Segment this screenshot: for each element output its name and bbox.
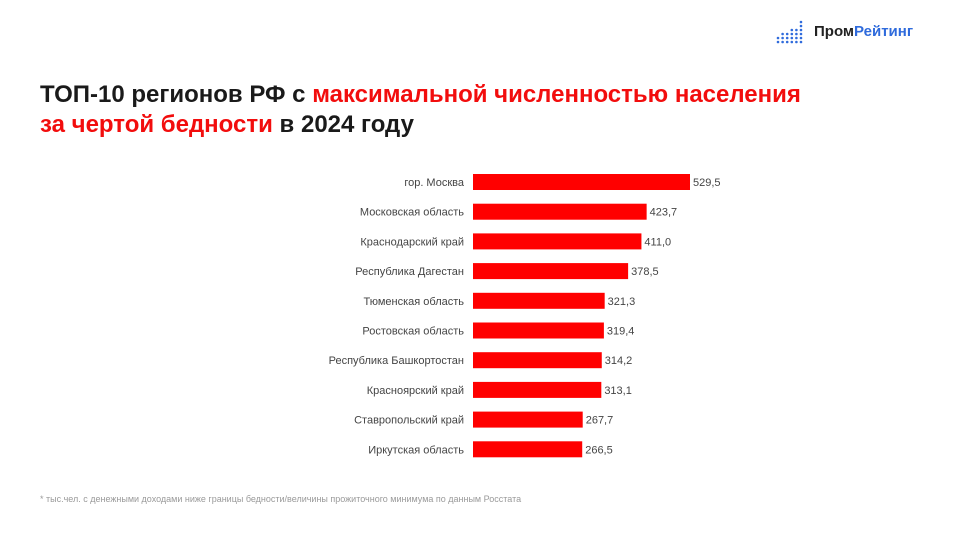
bar [473, 203, 647, 220]
value-label: 314,2 [605, 355, 633, 367]
title-part-2: в 2024 году [272, 111, 414, 138]
title-highlight-2: за чертой бедности [40, 111, 273, 138]
logo-dot [795, 40, 798, 44]
category-label: Московская область [360, 207, 464, 219]
logo-dot [776, 36, 780, 40]
bar [473, 441, 583, 458]
bar [473, 322, 604, 339]
value-label: 378,5 [631, 266, 659, 278]
value-label: 529,5 [693, 177, 721, 189]
category-label: Республика Дагестан [355, 266, 464, 278]
value-label: 267,7 [586, 415, 614, 427]
value-label: 321,3 [608, 296, 636, 308]
value-label: 411,0 [644, 236, 671, 248]
logo-dot [790, 36, 794, 40]
bar-dots-icon [776, 20, 803, 44]
bar-chart: гор. Москва 529,5 Московская область 423,7 К… [329, 174, 721, 458]
logo-dot [776, 40, 780, 44]
logo-dot [785, 40, 789, 44]
category-label: Ставропольский край [354, 415, 464, 427]
logo-dot [795, 32, 798, 36]
logo-dot [781, 32, 784, 36]
logo-dot [799, 40, 803, 44]
category-label: гор. Москва [404, 177, 465, 189]
bar [473, 352, 602, 369]
logo-dot [785, 36, 789, 40]
bar [473, 381, 602, 398]
value-label: 313,1 [604, 385, 632, 397]
logo-dot [799, 24, 803, 28]
logo-dot [795, 36, 798, 40]
category-label: Иркутская область [368, 444, 464, 456]
bar [473, 411, 583, 428]
value-label: 319,4 [607, 326, 635, 338]
logo-text-2: Рейтинг [854, 22, 914, 40]
bar [473, 263, 629, 280]
logo-dot [781, 40, 784, 44]
bar [473, 292, 605, 309]
logo-dot [790, 32, 794, 36]
logo-dot [799, 28, 803, 32]
value-label: 266,5 [585, 444, 613, 456]
logo-dot [781, 36, 784, 40]
category-label: Ростовская область [362, 326, 464, 338]
bar [473, 233, 642, 250]
page-title: ТОП-10 регионов РФ с максимальной числен… [40, 80, 801, 140]
logo-dot [799, 32, 803, 36]
logo-dot [785, 32, 789, 36]
category-label: Краснодарский край [360, 236, 464, 248]
title-highlight-1: максимальной численностью населения [312, 81, 801, 108]
category-label: Тюменская область [363, 296, 464, 308]
logo-dot [790, 40, 794, 44]
logo-dot [790, 28, 794, 32]
category-label: Республика Башкортостан [329, 355, 464, 367]
logo: ПромРейтинг [776, 18, 913, 44]
category-label: Красноярский край [367, 385, 464, 397]
logo-dot [799, 36, 803, 40]
logo-dot [795, 28, 798, 32]
value-label: 423,7 [650, 207, 678, 219]
logo-text-1: Пром [814, 22, 855, 40]
bar [473, 174, 690, 190]
title-part-1: ТОП-10 регионов РФ с [40, 81, 313, 108]
logo-dot [799, 20, 803, 24]
footnote: * тыс.чел. с денежными доходами ниже гра… [40, 494, 522, 504]
